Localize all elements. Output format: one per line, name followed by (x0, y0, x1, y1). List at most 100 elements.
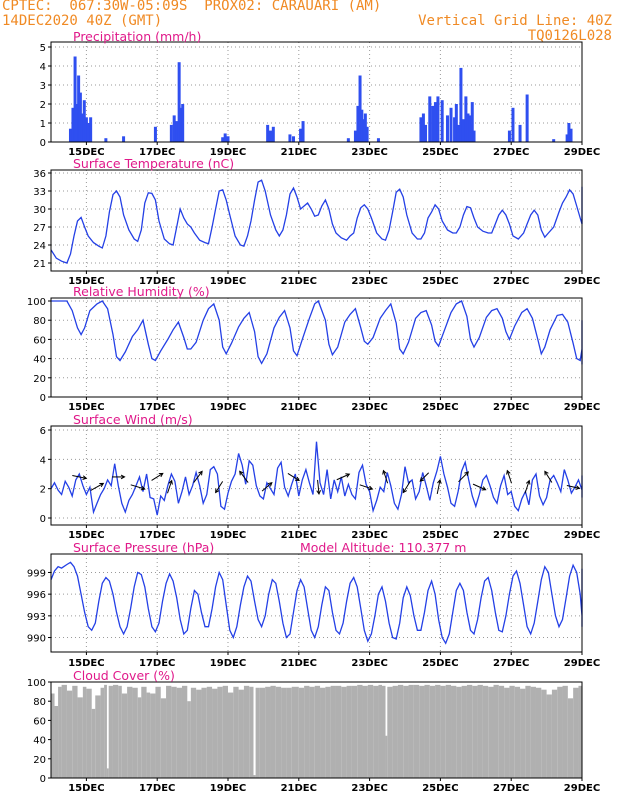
wind-direction-arrow (382, 470, 389, 484)
cloud-cover-column (341, 686, 347, 778)
cloud-cover-column (461, 685, 467, 778)
cloud-cover-column (72, 685, 78, 778)
cloud-cover-column (335, 685, 342, 778)
y-tick-label: 20 (33, 374, 46, 385)
cloud-cover-column (51, 693, 55, 778)
x-tick-label: 29DEC (564, 783, 600, 794)
x-tick-label: 23DEC (351, 276, 387, 287)
cloud-cover-column (403, 685, 409, 778)
x-tick-label: 23DEC (351, 783, 387, 794)
precipitation-bar (363, 113, 367, 142)
cloud-cover-column (127, 686, 133, 778)
cloud-cover-column (171, 686, 177, 778)
precipitation-bar (71, 107, 75, 142)
cloud-cover-column (445, 684, 452, 778)
cloud-cover-column (397, 684, 404, 778)
x-tick-label: 19DEC (210, 147, 246, 158)
precipitation-bar (365, 126, 369, 142)
panel-5 (48, 553, 583, 655)
cloud-cover-column (362, 685, 368, 778)
precipitation-bar (86, 123, 90, 142)
wind-direction-arrow (167, 480, 173, 494)
y-tick-label: 36 (33, 169, 46, 180)
cloud-cover-column (551, 689, 558, 778)
wind-arrow-head (525, 479, 531, 485)
x-tick-label: 27DEC (493, 783, 529, 794)
y-tick-label: 0 (40, 393, 46, 404)
cloud-cover-column (155, 686, 161, 778)
wind-direction-arrow (261, 482, 273, 492)
cloud-cover-column (206, 686, 213, 778)
wind-arrow-head (215, 488, 220, 494)
cloud-cover-column (325, 686, 331, 778)
precipitation-bar (567, 123, 571, 142)
x-tick-label: 15DEC (68, 658, 104, 669)
precipitation-bar (271, 126, 275, 142)
wind-arrow-head (82, 475, 88, 481)
wind-arrow-head (267, 482, 273, 487)
y-tick-label: 80 (33, 316, 46, 327)
series-line (50, 179, 583, 264)
wind-arrow-head (239, 470, 244, 476)
precipitation-bar (84, 117, 88, 142)
wind-arrow-head (437, 478, 442, 484)
y-tick-label: 2 (40, 100, 46, 111)
panel-frame (50, 681, 583, 779)
x-tick-label: 25DEC (422, 147, 458, 158)
cloud-cover-column (275, 686, 282, 778)
cloud-cover-column (578, 685, 582, 778)
precipitation-bar (376, 138, 380, 142)
cloud-cover-column (187, 701, 191, 778)
y-tick-label: 0 (40, 514, 46, 525)
wind-arrow-head (198, 470, 203, 476)
y-tick-label: 21 (33, 259, 46, 270)
wind-direction-arrow (566, 485, 580, 489)
precipitation-bar (353, 130, 357, 142)
wind-direction-arrow (359, 484, 373, 490)
cloud-cover-column (419, 685, 425, 778)
x-tick-label: 29DEC (564, 276, 600, 287)
precipitation-bar (169, 124, 173, 142)
wind-arrow-head (140, 485, 146, 491)
wind-arrow-head (506, 469, 511, 475)
x-tick-label: 21DEC (281, 658, 317, 669)
cloud-cover-column (535, 687, 542, 778)
panel-1 (48, 41, 583, 145)
x-tick-label: 27DEC (493, 147, 529, 158)
wind-direction-arrow (524, 480, 530, 494)
precipitation-bar (464, 96, 468, 142)
precipitation-bar (454, 104, 458, 142)
precipitation-bar (74, 104, 78, 142)
cloud-cover-column (270, 685, 276, 778)
y-tick-label: 993 (27, 612, 46, 623)
y-tick-label: 999 (27, 568, 46, 579)
precipitation-bar (153, 126, 157, 142)
cloud-cover-column (91, 708, 96, 778)
precipitation-bar (175, 121, 179, 142)
x-tick-label: 23DEC (351, 530, 387, 541)
wind-arrow-head (316, 490, 321, 495)
precipitation-bar (472, 130, 476, 142)
panel-2 (48, 169, 583, 274)
panel-frame (50, 297, 583, 398)
cloud-cover-column (567, 698, 574, 778)
precipitation-bar (122, 136, 126, 142)
precipitation-bar (172, 115, 176, 142)
precipitation-bar (360, 109, 364, 142)
precipitation-bar (223, 133, 227, 142)
cloud-cover-column (357, 684, 363, 778)
wind-direction-arrow (90, 482, 104, 491)
cloud-cover-column (106, 768, 109, 778)
cloud-cover-column (176, 687, 182, 778)
y-tick-label: 6 (40, 426, 46, 437)
y-tick-label: 1 (40, 119, 46, 130)
precipitation-bar (68, 128, 72, 142)
cloud-cover-column (160, 698, 167, 778)
precipitation-bar (466, 113, 470, 142)
precipitation-bar (428, 96, 432, 142)
y-tick-label: 0 (40, 774, 46, 785)
cloud-cover-column (530, 686, 536, 778)
y-tick-label: 4 (40, 455, 46, 466)
cloud-cover-column (456, 686, 462, 778)
x-tick-label: 25DEC (422, 402, 458, 413)
